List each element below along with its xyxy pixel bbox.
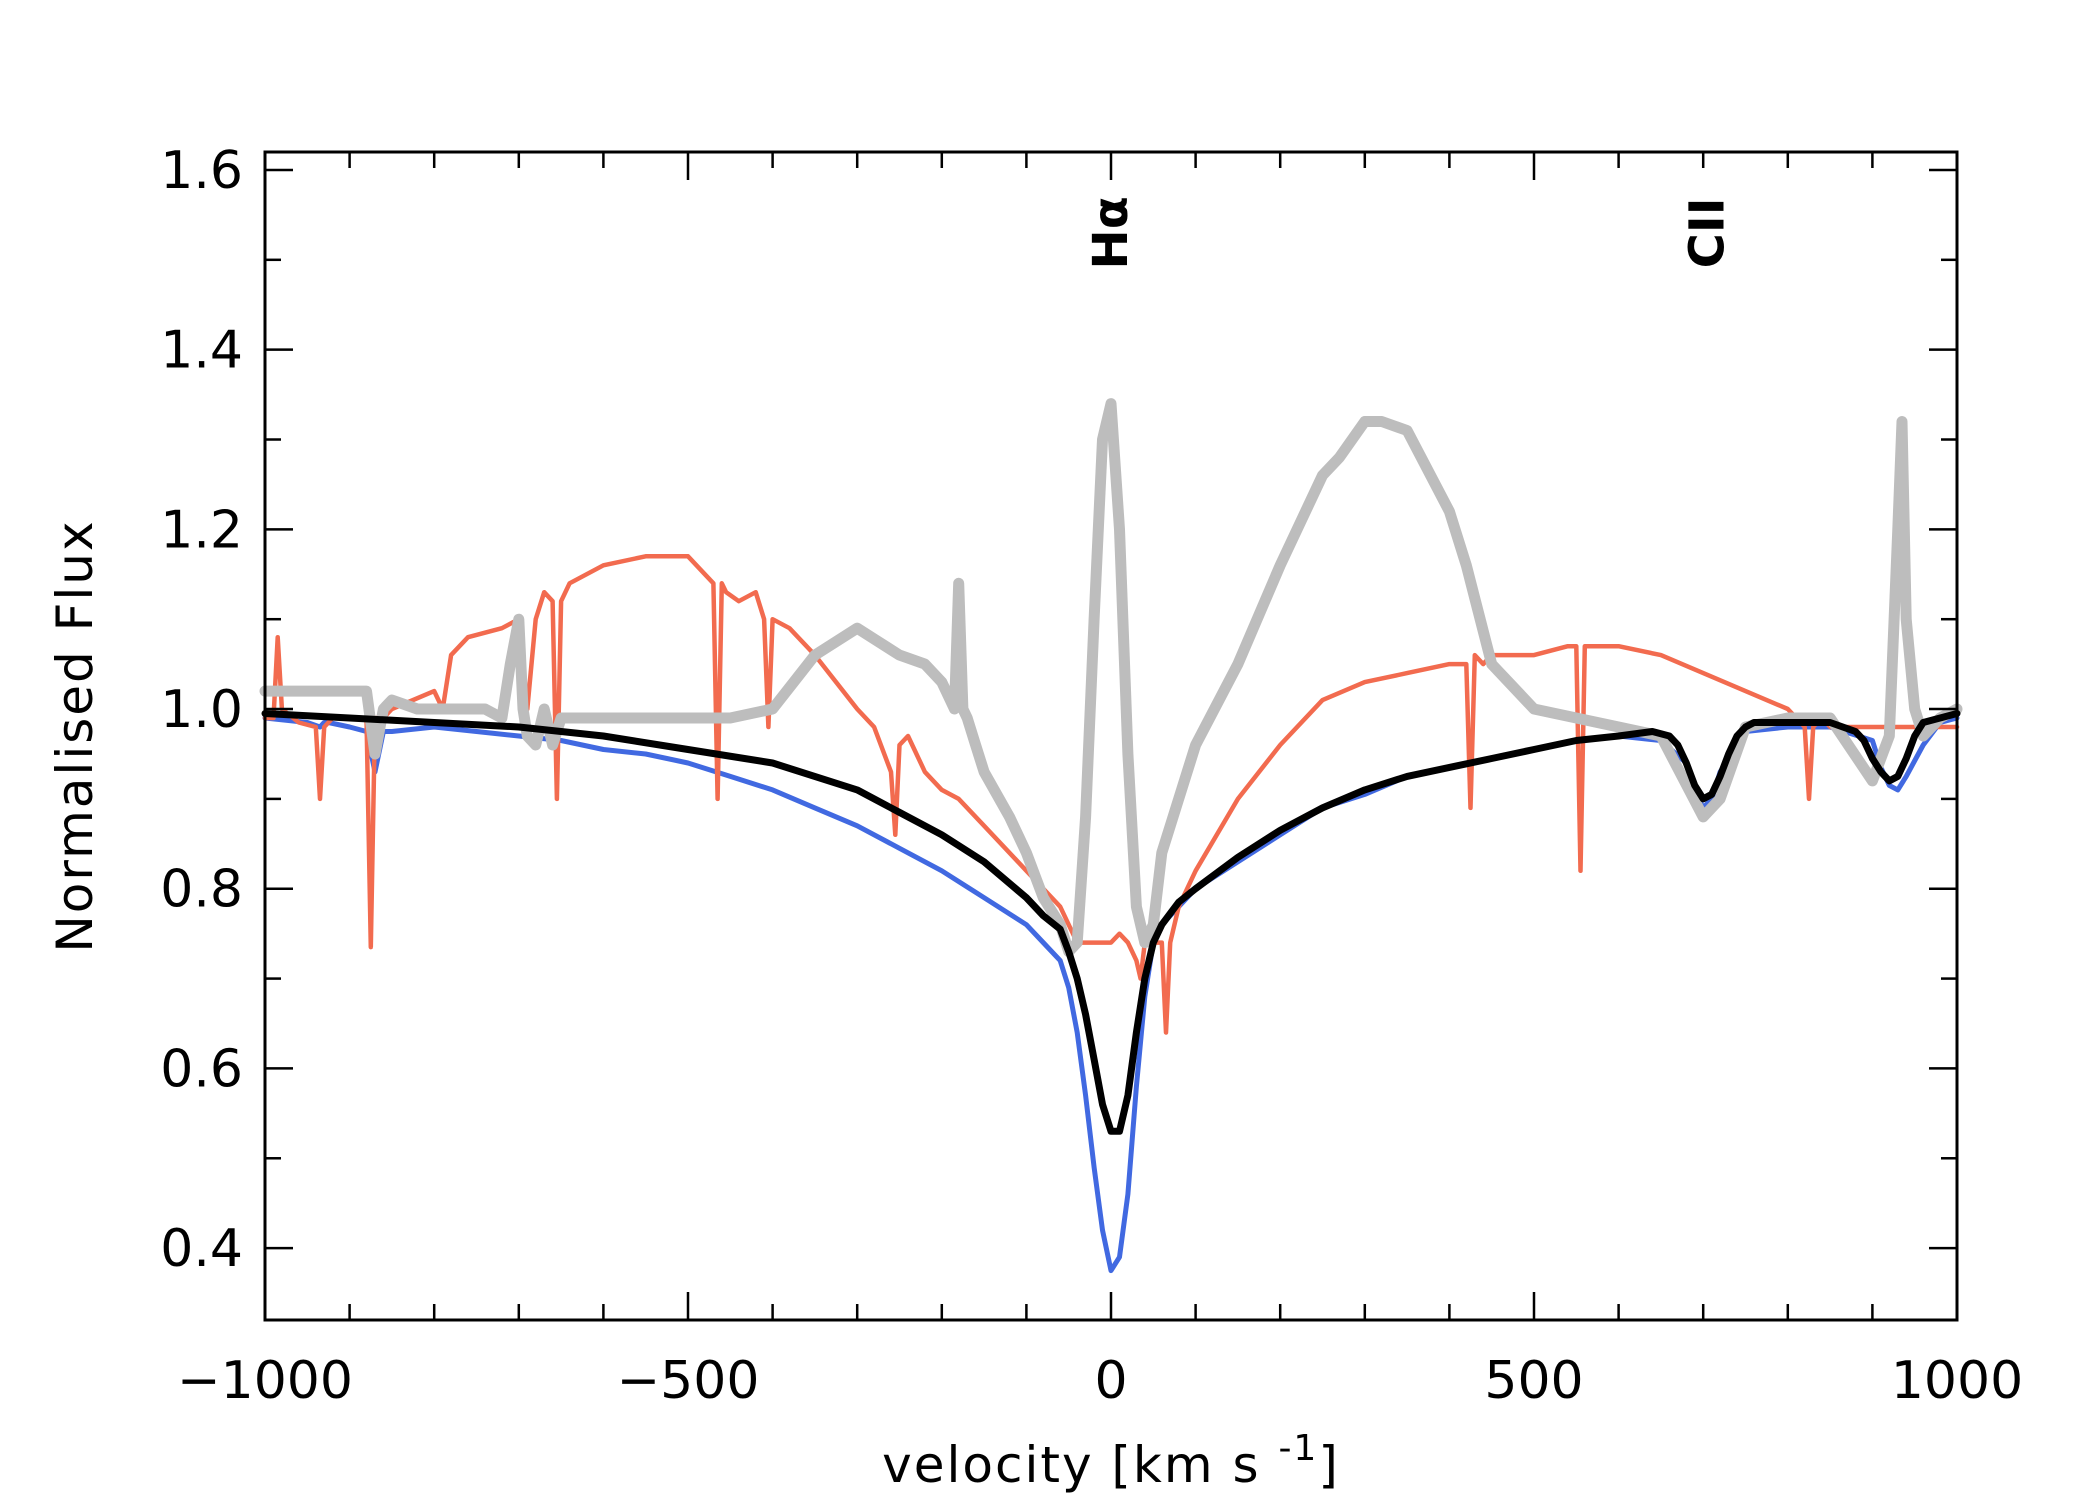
series-red-spectrum	[262, 554, 1960, 1035]
x-axis-title: velocity [km s -1]	[882, 1428, 1340, 1494]
y-tick-label: 0.4	[160, 1219, 243, 1279]
line-annotation: CII	[1679, 197, 1735, 268]
y-tick-label: 0.8	[160, 860, 243, 920]
x-tick-label: −500	[617, 1351, 760, 1411]
x-tick-label: −1000	[177, 1351, 353, 1411]
y-tick-label: 1.4	[160, 321, 243, 381]
x-axis-title-close: ]	[1318, 1436, 1340, 1494]
line-annotation: Hα	[1083, 196, 1139, 269]
series-model-fit	[261, 710, 1961, 1135]
y-tick-label: 1.0	[160, 680, 243, 740]
x-tick-label: 0	[1094, 1351, 1127, 1411]
series-layer	[259, 398, 1963, 1274]
x-axis-title-main: velocity [km s	[882, 1436, 1278, 1494]
series-gray-spectrum	[259, 398, 1963, 958]
x-axis-title-superscript: -1	[1278, 1428, 1318, 1469]
annotations-layer: Hα CII	[1083, 196, 1735, 269]
x-tick-label: 1000	[1891, 1351, 2023, 1411]
ticks-layer	[263, 152, 1959, 1320]
labels-layer: −1000 −500 0 500 1000 0.4 0.6 0.8 1.0 1.2 1.4 1.6	[160, 141, 2023, 1411]
y-tick-label: 1.2	[160, 500, 243, 560]
y-axis-title: Normalised Flux	[46, 519, 104, 952]
y-tick-label: 0.6	[160, 1039, 243, 1099]
y-tick-label: 1.6	[160, 141, 243, 201]
x-tick-label: 500	[1484, 1351, 1583, 1411]
